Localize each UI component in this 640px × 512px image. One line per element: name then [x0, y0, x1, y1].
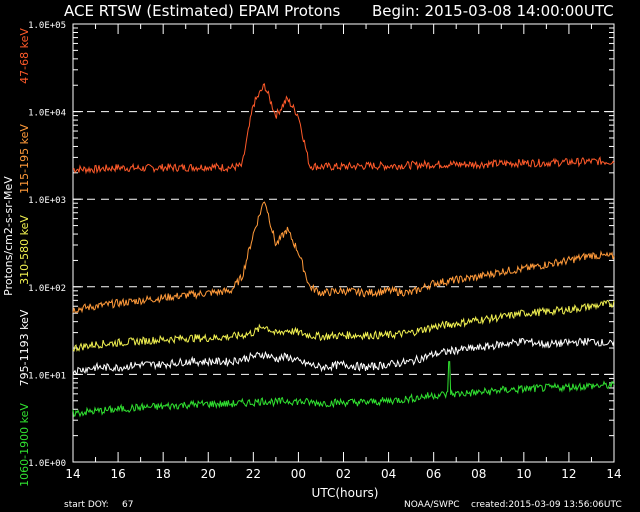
y-axis-label: Protons/cm2-s-sr-MeV [2, 176, 15, 296]
series-line [72, 361, 615, 418]
x-tick-label: 10 [516, 467, 531, 481]
y-tick-label: 1.0E+04 [28, 109, 66, 119]
x-tick-label: 12 [561, 467, 576, 481]
legend-1060-1900-keV: 1060-1900 keV [18, 403, 31, 487]
y-tick-label: 1.0E+00 [28, 459, 66, 469]
legend-310-580-keV: 310-580 keV [18, 215, 31, 285]
start-doy-value: 67 [122, 500, 133, 510]
x-tick-label: 14 [65, 467, 80, 481]
x-tick-label: 14 [606, 467, 621, 481]
series-line [72, 299, 615, 352]
x-tick-label: 08 [471, 467, 486, 481]
x-tick-label: 16 [110, 467, 125, 481]
x-tick-label: 18 [156, 467, 171, 481]
legend-115-195-keV: 115-195 keV [18, 124, 31, 194]
plot-area: 1.0E+00 1.0E+01 1.0E+02 1.0E+03 1.0E+04 1.0E+… [18, 21, 622, 487]
x-tick-label: 20 [201, 467, 216, 481]
x-tick-label: 22 [246, 467, 261, 481]
source-label: NOAA/SWPC [404, 500, 460, 510]
legend-47-68-keV: 47-68 keV [18, 28, 31, 84]
x-tick-label: 02 [336, 467, 351, 481]
chart-begin-time: Begin: 2015-03-08 14:00:00UTC [372, 2, 614, 20]
start-doy-label: start DOY: [64, 500, 109, 510]
x-tick-label: 00 [291, 467, 306, 481]
created-label: created:2015-03-09 13:56:06UTC [471, 500, 622, 510]
y-tick-label: 1.0E+02 [28, 284, 66, 294]
y-tick-label: 1.0E+05 [28, 21, 66, 31]
series-line [72, 201, 615, 314]
series-line [72, 83, 615, 175]
y-tick-label: 1.0E+03 [28, 196, 66, 206]
legend-795-1193-keV: 795-1193 keV [18, 309, 31, 386]
x-axis-label: UTC(hours) [312, 486, 379, 500]
series-line [72, 337, 615, 375]
chart-title: ACE RTSW (Estimated) EPAM Protons [64, 2, 340, 20]
x-tick-label: 06 [426, 467, 441, 481]
y-tick-label: 1.0E+01 [28, 371, 66, 381]
plot-frame [72, 23, 615, 463]
x-tick-label: 04 [381, 467, 396, 481]
